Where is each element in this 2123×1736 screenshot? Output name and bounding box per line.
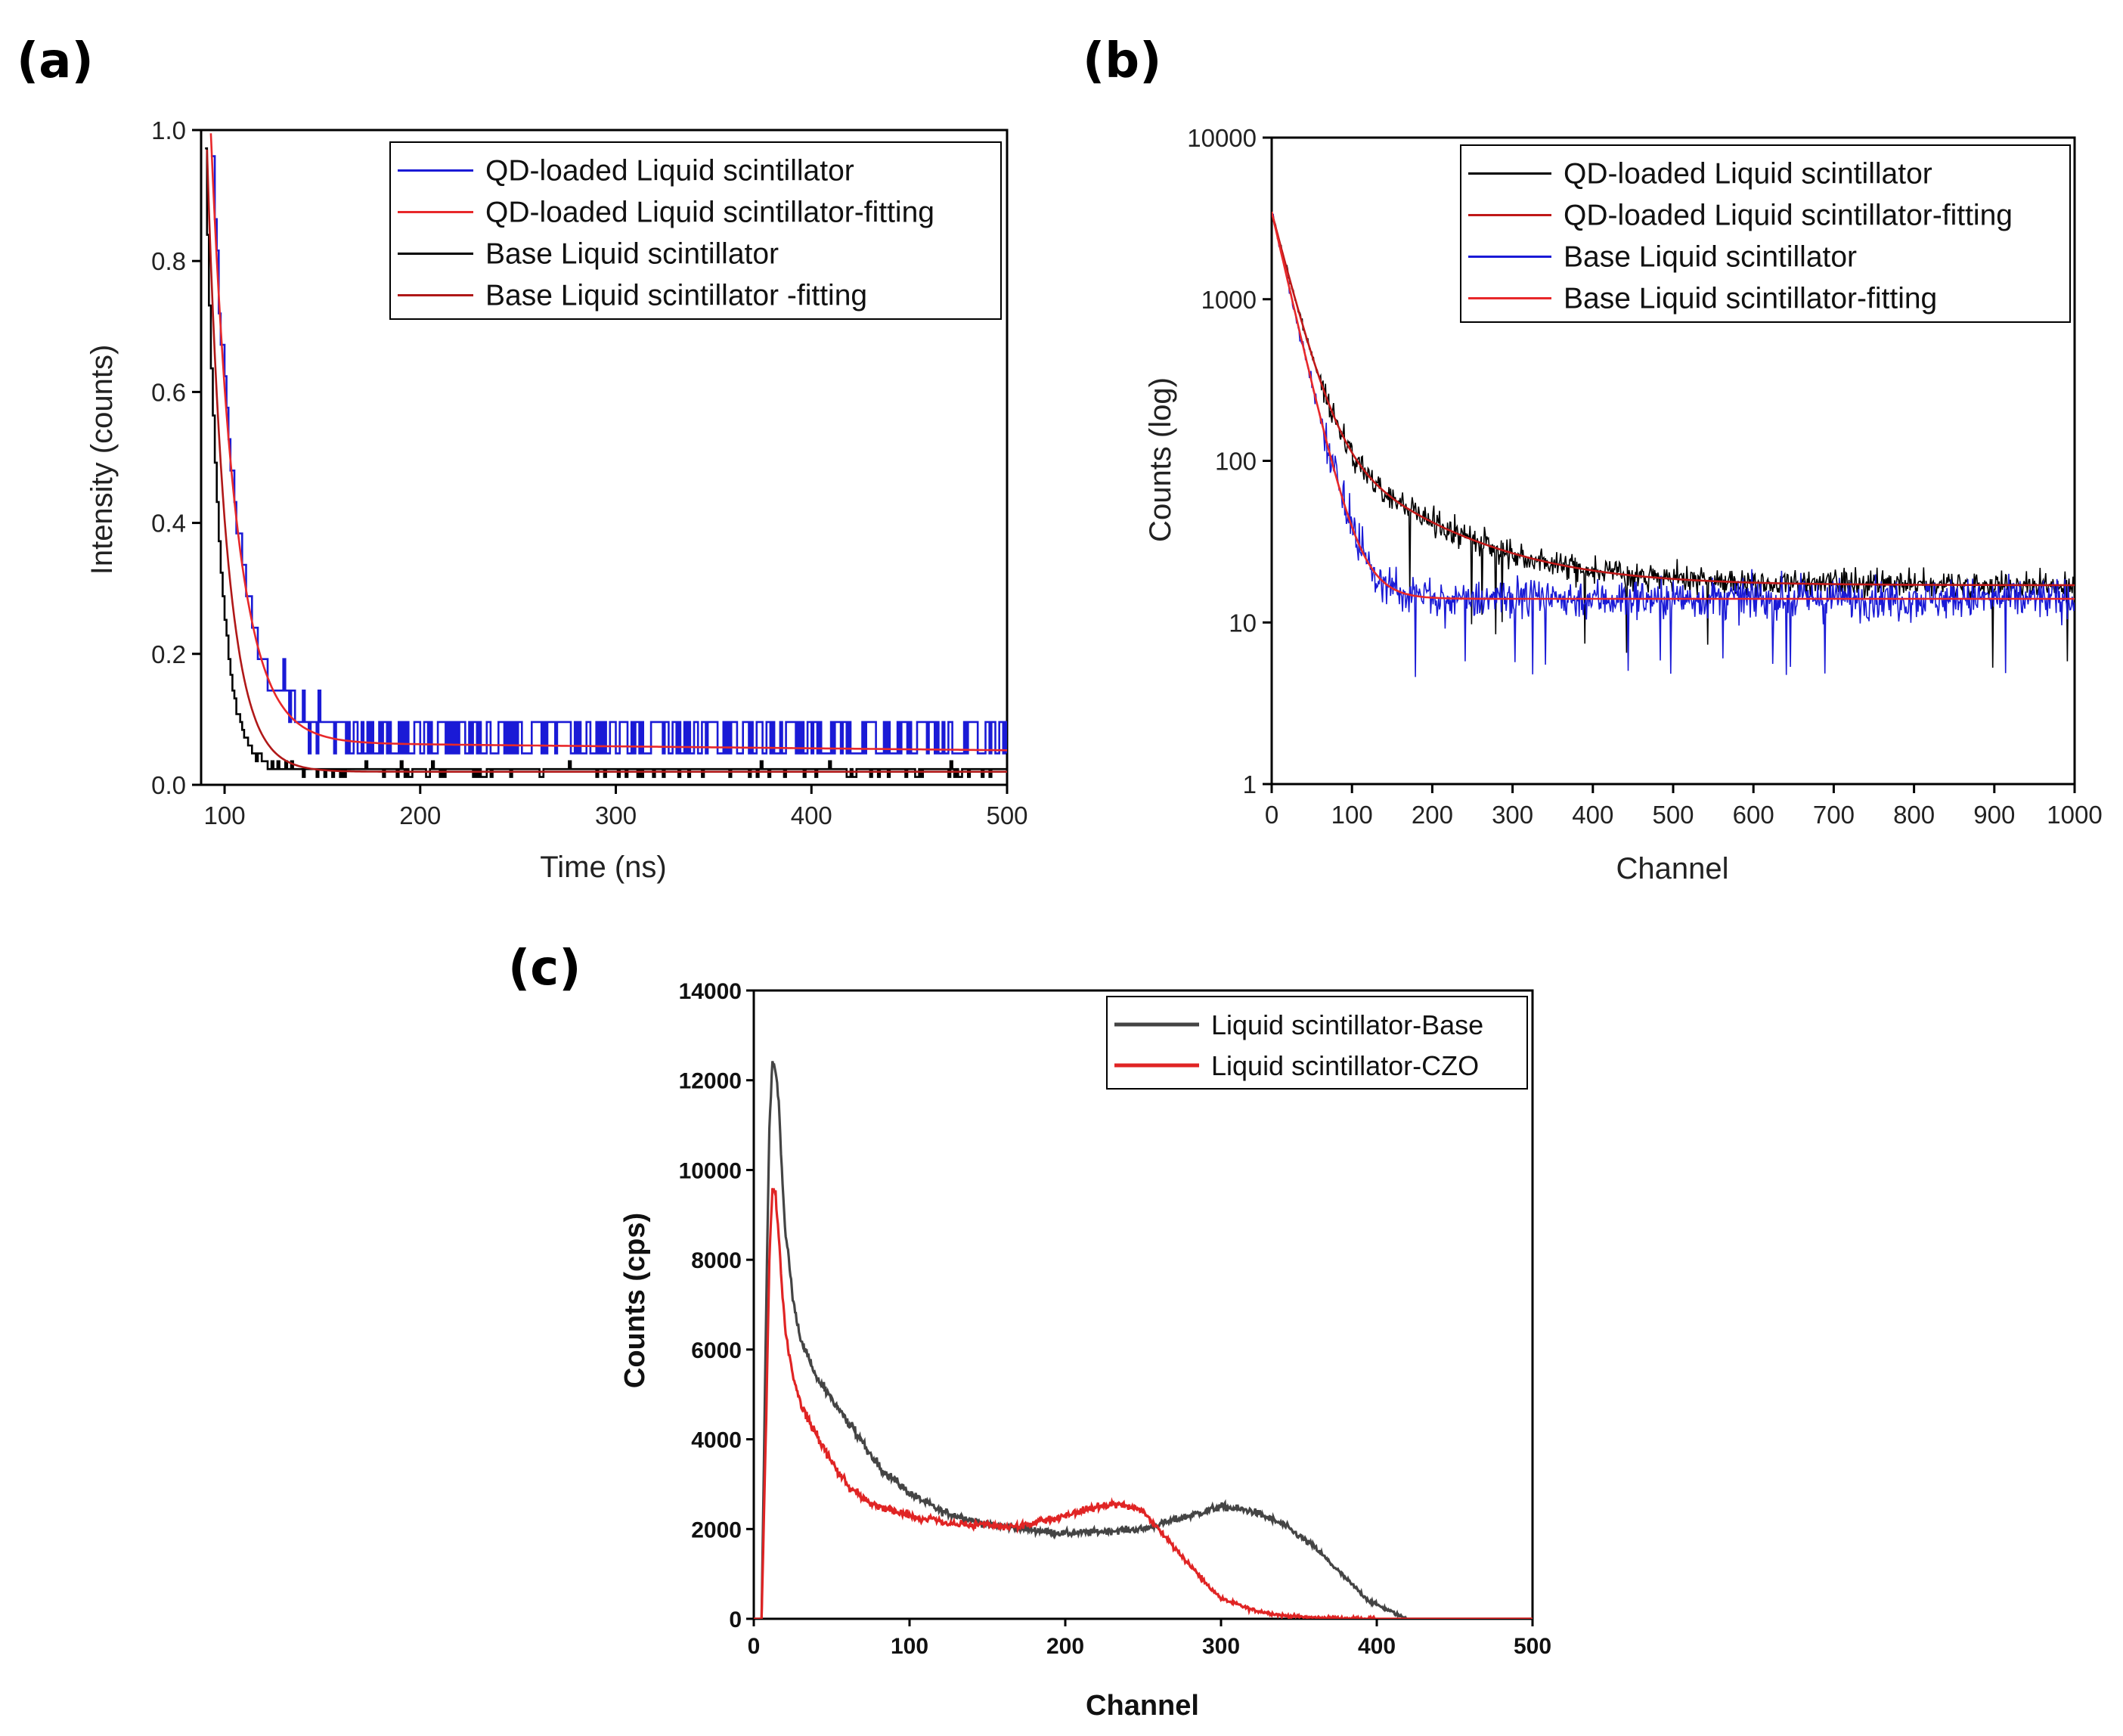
panel-a: (a) Time (ns) Intensity (counts) 100 200 3… xyxy=(17,33,1028,884)
y-tick-label: 0.8 xyxy=(151,247,186,275)
x-tick-label: 1000 xyxy=(2047,801,2102,829)
x-tick-label: 800 xyxy=(1893,801,1935,829)
legend-label: QD-loaded Liquid scintillator xyxy=(485,155,854,188)
x-tick-label: 300 xyxy=(595,801,637,829)
plot-area-b: 0 100 200 300 400 500 600 700 800 900 1000 1 10 100 10… xyxy=(1187,124,2102,829)
y-tick-label: 1 xyxy=(1243,770,1257,798)
y-axis-label-c: Counts (cps) xyxy=(619,1213,651,1388)
x-tick-label: 600 xyxy=(1733,801,1774,829)
legend-label: Base Liquid scintillator xyxy=(1564,241,1857,274)
x-tick-label: 300 xyxy=(1492,801,1533,829)
y-tick-label: 0.4 xyxy=(151,510,186,538)
series-line xyxy=(209,133,1007,752)
x-tick-label: 100 xyxy=(1331,801,1373,829)
x-tick-label: 100 xyxy=(891,1634,928,1659)
series-line xyxy=(1272,211,2075,587)
legend-box xyxy=(389,141,1002,320)
panel-label-b: (b) xyxy=(1083,33,1161,89)
legend-box xyxy=(1460,144,2071,323)
legend-label: Base Liquid scintillator xyxy=(485,238,779,271)
x-tick-label: 500 xyxy=(1652,801,1694,829)
panel-c: (c) Channel Counts (cps) 0 100 200 300 400 50… xyxy=(508,941,1551,1722)
series-line xyxy=(1272,211,2075,600)
y-tick-label: 4000 xyxy=(691,1428,742,1453)
y-tick-label: 12000 xyxy=(679,1069,742,1094)
series-line xyxy=(210,155,1007,755)
legend-label: Base Liquid scintillator -fitting xyxy=(485,280,867,312)
series-line xyxy=(754,1187,1533,1619)
series-line xyxy=(205,147,1007,778)
y-tick-label: 10000 xyxy=(679,1158,742,1183)
panel-label-c: (c) xyxy=(508,941,581,997)
y-tick-label: 1.0 xyxy=(151,116,186,144)
y-tick-label: 14000 xyxy=(679,979,742,1004)
x-axis-label-c: Channel xyxy=(1086,1690,1199,1722)
legend-label: QD-loaded Liquid scintillator-fitting xyxy=(485,197,934,229)
x-axis-label-b: Channel xyxy=(1616,852,1728,885)
plot-area-c: 0 100 200 300 400 500 0 2000 4000 6000 8000 10000 12… xyxy=(679,979,1551,1659)
x-tick-label: 200 xyxy=(1046,1634,1084,1659)
y-tick-label: 10 xyxy=(1229,609,1257,637)
legend-a: QD-loaded Liquid scintillator QD-loaded L… xyxy=(389,141,1002,320)
x-tick-label: 0 xyxy=(748,1634,761,1659)
x-tick-label: 0 xyxy=(1265,801,1278,829)
panel-b: (b) Channel Counts (log) 0 100 200 300 400 50… xyxy=(1083,33,2103,885)
legend-label: Liquid scintillator-CZO xyxy=(1211,1050,1479,1081)
series-line xyxy=(1272,213,2075,677)
legend-label: QD-loaded Liquid scintillator xyxy=(1564,158,1932,191)
series-line xyxy=(206,149,1007,773)
x-tick-label: 400 xyxy=(791,801,832,829)
y-tick-label: 100 xyxy=(1215,448,1257,476)
plot-area-a: 100 200 300 400 500 0.0 0.2 0.4 0.6 0.8 1.0 xyxy=(151,116,1027,829)
y-axis-label-a: Intensity (counts) xyxy=(85,345,119,575)
x-tick-label: 200 xyxy=(1412,801,1453,829)
plot-frame xyxy=(200,129,1009,786)
x-tick-label: 100 xyxy=(204,801,246,829)
y-tick-label: 8000 xyxy=(691,1248,742,1273)
x-tick-label: 300 xyxy=(1202,1634,1240,1659)
plot-frame xyxy=(752,989,1534,1620)
y-tick-label: 0 xyxy=(729,1607,742,1632)
x-tick-label: 400 xyxy=(1358,1634,1396,1659)
legend-label: QD-loaded Liquid scintillator-fitting xyxy=(1564,200,2013,232)
panel-label-a: (a) xyxy=(17,33,94,89)
legend-box xyxy=(1106,996,1528,1090)
x-tick-label: 400 xyxy=(1572,801,1613,829)
x-tick-label: 500 xyxy=(986,801,1027,829)
y-tick-label: 0.6 xyxy=(151,378,186,406)
series-line xyxy=(754,1061,1533,1619)
legend-b: QD-loaded Liquid scintillator QD-loaded L… xyxy=(1460,144,2071,323)
x-tick-label: 200 xyxy=(399,801,441,829)
x-tick-label: 900 xyxy=(1973,801,2015,829)
y-tick-label: 10000 xyxy=(1187,124,1257,152)
y-tick-label: 2000 xyxy=(691,1517,742,1542)
y-tick-label: 1000 xyxy=(1201,286,1257,314)
x-tick-label: 500 xyxy=(1514,1634,1551,1659)
legend-label: Liquid scintillator-Base xyxy=(1211,1009,1483,1040)
x-tick-label: 700 xyxy=(1813,801,1855,829)
y-axis-label-b: Counts (log) xyxy=(1144,377,1177,542)
x-axis-label-a: Time (ns) xyxy=(540,851,666,884)
y-tick-label: 6000 xyxy=(691,1338,742,1363)
y-tick-label: 0.0 xyxy=(151,771,186,799)
y-tick-label: 0.2 xyxy=(151,640,186,668)
legend-label: Base Liquid scintillator-fitting xyxy=(1564,283,1937,315)
legend-c: Liquid scintillator-Base Liquid scintilla… xyxy=(1106,996,1528,1090)
